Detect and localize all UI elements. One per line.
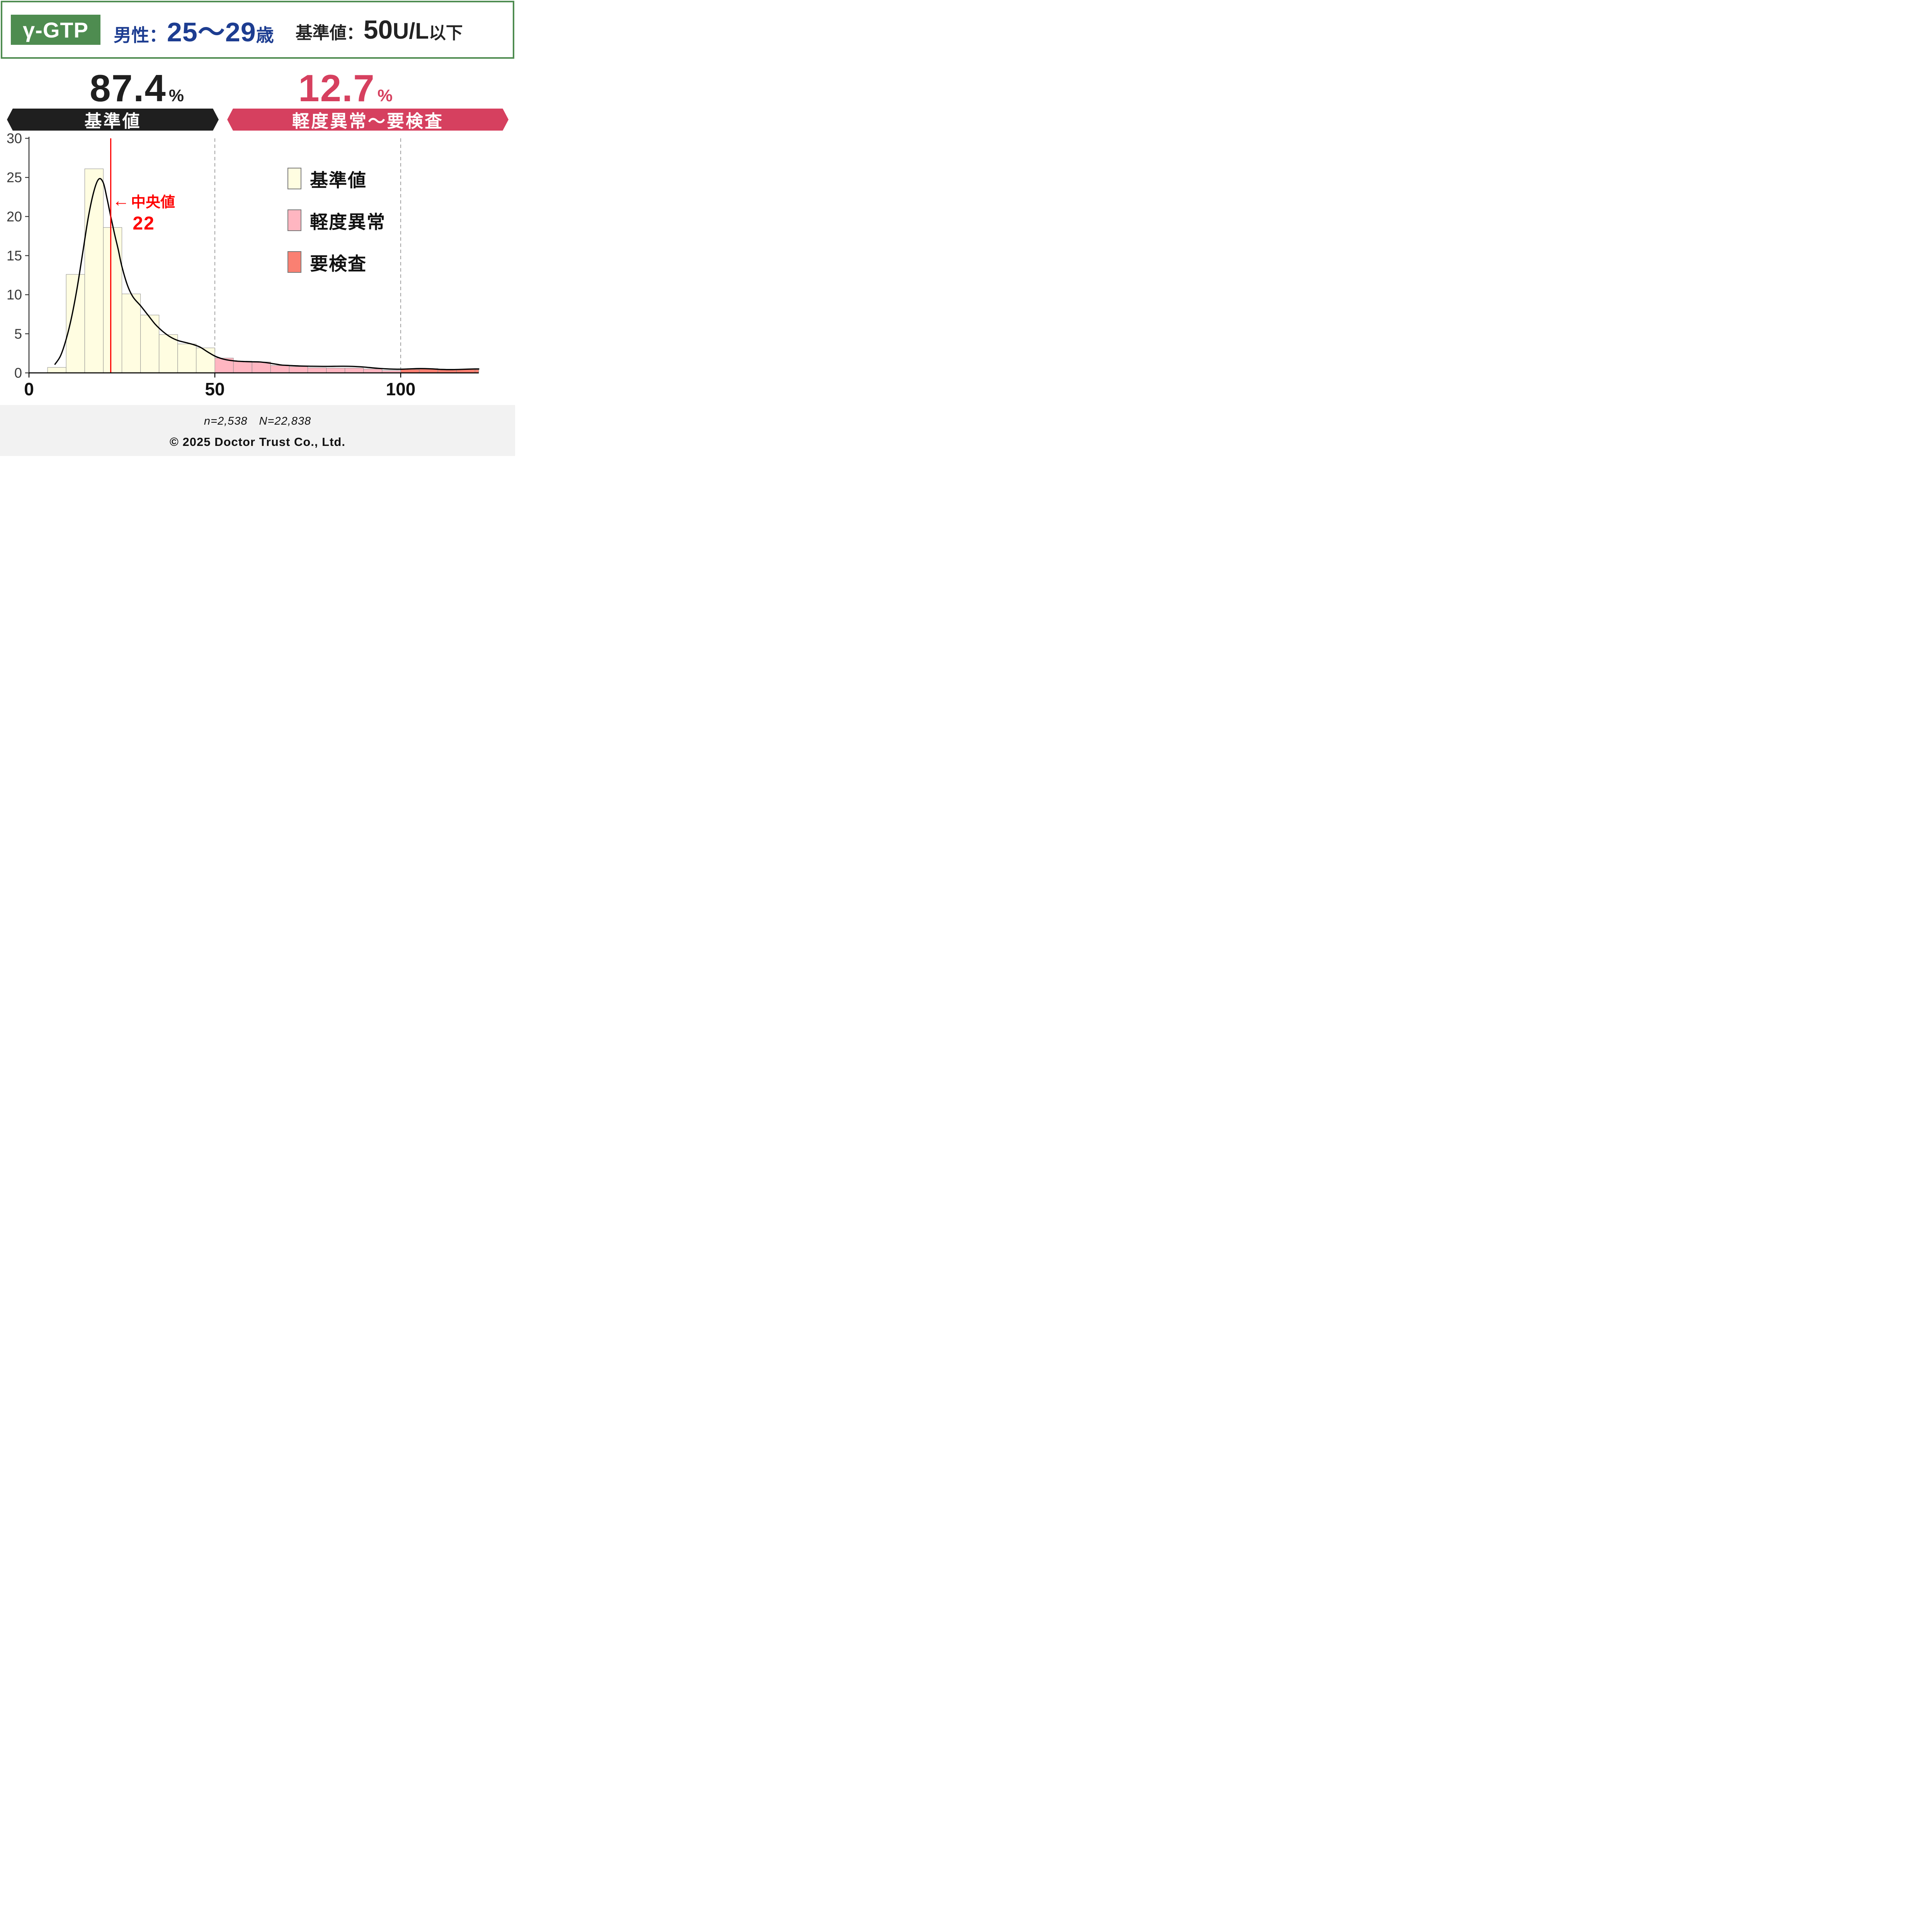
normal-range-banner-label: 基準値	[84, 111, 141, 131]
x-tick-label: 50	[205, 379, 224, 399]
abnormal-range-banner: 軽度異常〜要検査	[227, 109, 509, 131]
histogram-bar	[270, 365, 289, 373]
legend-swatch	[287, 168, 301, 189]
legend-label: 基準値	[310, 170, 367, 190]
legend-label: 要検査	[310, 253, 367, 274]
legend-item-0: 基準値	[287, 168, 386, 190]
normal-range-banner: 基準値	[7, 109, 219, 131]
median-label: 中央値	[131, 194, 175, 211]
histogram-bar	[140, 315, 160, 373]
population-label: 男性： 25～29 歳	[114, 10, 274, 49]
copyright-text: © 2025 Doctor Trust Co., Ltd.	[170, 435, 345, 449]
sample-size-text: n=2,538 N=22,838	[204, 415, 311, 427]
chart-legend: 基準値軽度異常要検査	[287, 168, 386, 293]
y-tick-label: 25	[7, 170, 22, 185]
histogram-bar	[103, 227, 122, 373]
histogram-bar	[363, 369, 383, 373]
reference-value-label: 基準値： 50 U/L 以下	[296, 15, 463, 45]
legend-swatch	[287, 209, 301, 231]
legend-item-1: 軽度異常	[287, 209, 386, 232]
footer-band: n=2,538 N=22,838 © 2025 Doctor Trust Co.…	[0, 405, 515, 456]
header-bar: γ-GTP 男性： 25～29 歳 基準値： 50 U/L 以下	[1, 1, 514, 59]
histogram-bar	[326, 368, 345, 373]
histogram-bar	[122, 294, 141, 373]
reference-value: 50	[363, 15, 393, 44]
abnormal-percentage: 12.7%	[240, 66, 451, 109]
histogram-bar	[66, 274, 85, 373]
histogram-bar	[233, 361, 252, 373]
y-tick-label: 10	[7, 287, 22, 303]
y-tick-label: 5	[14, 326, 22, 342]
median-value: 22	[133, 213, 155, 234]
histogram-bar	[289, 366, 308, 373]
test-name: γ-GTP	[23, 17, 88, 42]
legend-label: 軽度異常	[310, 211, 386, 232]
histogram-bar	[177, 344, 197, 373]
reference-unit: U/L	[393, 19, 429, 44]
x-tick-label: 0	[24, 379, 34, 399]
population-suffix: 歳	[256, 25, 274, 45]
test-name-badge: γ-GTP	[11, 15, 100, 45]
histogram-bar	[308, 367, 327, 373]
y-tick-label: 20	[7, 209, 22, 224]
normal-percentage: 87.4%	[31, 66, 243, 109]
histogram-bar	[159, 334, 178, 373]
abnormal-range-banner-label: 軽度異常〜要検査	[292, 111, 444, 131]
population-age-range: 25～29	[167, 17, 256, 47]
histogram-chart: 0 5 10 15 20 25 30 0 50 100	[7, 131, 480, 399]
normal-percentage-value: 87.4	[90, 67, 167, 109]
abnormal-percentage-value: 12.7	[298, 67, 375, 109]
left-arrow-icon: ←	[112, 191, 129, 210]
population-prefix: 男性：	[114, 25, 167, 45]
percent-sign: %	[168, 86, 184, 105]
histogram-bar	[84, 168, 104, 373]
median-annotation: ← 中央値 22	[112, 190, 175, 234]
density-curve	[54, 178, 480, 371]
y-tick-label: 15	[7, 248, 22, 264]
infographic-canvas: γ-GTP 男性： 25～29 歳 基準値： 50 U/L 以下 87.4% 1…	[0, 0, 515, 456]
histogram-bar	[252, 362, 271, 373]
reference-label: 基準値：	[295, 24, 364, 43]
y-tick-label: 0	[14, 365, 22, 381]
legend-swatch	[287, 251, 301, 273]
y-tick-label: 30	[7, 131, 22, 146]
reference-suffix: 以下	[429, 24, 463, 43]
x-tick-label: 100	[386, 379, 416, 399]
histogram-bar	[345, 368, 364, 373]
histogram-bar	[196, 347, 215, 373]
histogram-bar	[47, 367, 66, 373]
legend-item-2: 要検査	[287, 251, 386, 274]
percent-sign: %	[377, 86, 393, 105]
